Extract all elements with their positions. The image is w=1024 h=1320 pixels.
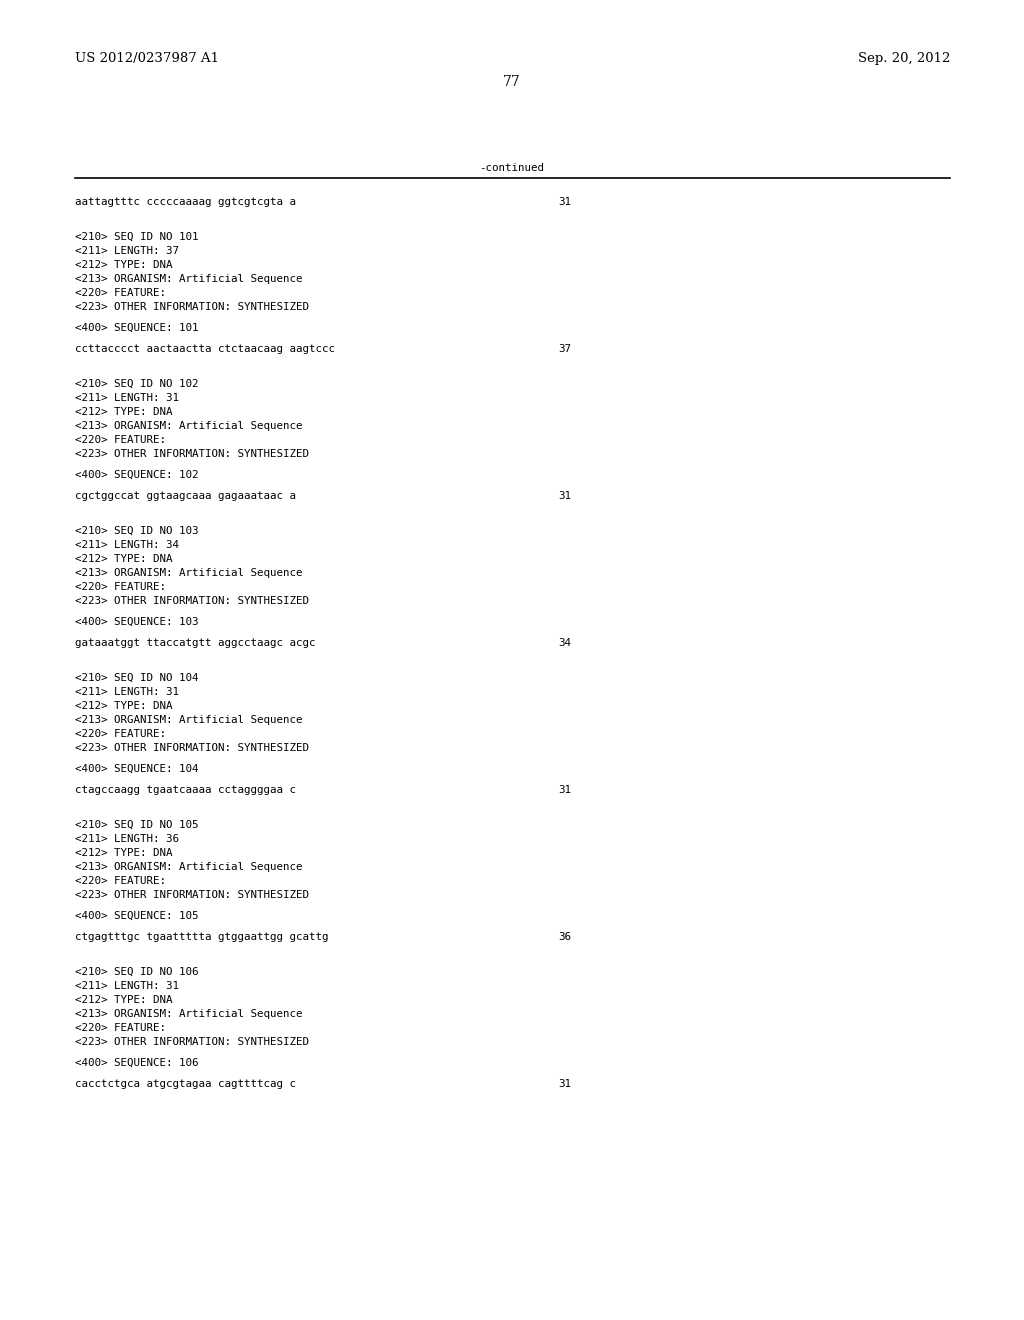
Text: <213> ORGANISM: Artificial Sequence: <213> ORGANISM: Artificial Sequence xyxy=(75,421,302,432)
Text: 31: 31 xyxy=(558,1078,571,1089)
Text: 36: 36 xyxy=(558,932,571,942)
Text: 37: 37 xyxy=(558,345,571,354)
Text: <211> LENGTH: 31: <211> LENGTH: 31 xyxy=(75,393,179,403)
Text: -continued: -continued xyxy=(479,162,545,173)
Text: <211> LENGTH: 36: <211> LENGTH: 36 xyxy=(75,834,179,843)
Text: ctgagtttgc tgaattttta gtggaattgg gcattg: ctgagtttgc tgaattttta gtggaattgg gcattg xyxy=(75,932,329,942)
Text: 31: 31 xyxy=(558,197,571,207)
Text: <400> SEQUENCE: 106: <400> SEQUENCE: 106 xyxy=(75,1059,199,1068)
Text: <220> FEATURE:: <220> FEATURE: xyxy=(75,582,166,591)
Text: <213> ORGANISM: Artificial Sequence: <213> ORGANISM: Artificial Sequence xyxy=(75,1008,302,1019)
Text: ccttacccct aactaactta ctctaacaag aagtccc: ccttacccct aactaactta ctctaacaag aagtccc xyxy=(75,345,335,354)
Text: <220> FEATURE:: <220> FEATURE: xyxy=(75,876,166,886)
Text: <211> LENGTH: 31: <211> LENGTH: 31 xyxy=(75,981,179,991)
Text: cacctctgca atgcgtagaa cagttttcag c: cacctctgca atgcgtagaa cagttttcag c xyxy=(75,1078,296,1089)
Text: <400> SEQUENCE: 104: <400> SEQUENCE: 104 xyxy=(75,764,199,774)
Text: <212> TYPE: DNA: <212> TYPE: DNA xyxy=(75,260,172,271)
Text: cgctggccat ggtaagcaaa gagaaataac a: cgctggccat ggtaagcaaa gagaaataac a xyxy=(75,491,296,502)
Text: gataaatggt ttaccatgtt aggcctaagc acgc: gataaatggt ttaccatgtt aggcctaagc acgc xyxy=(75,638,315,648)
Text: <210> SEQ ID NO 106: <210> SEQ ID NO 106 xyxy=(75,968,199,977)
Text: <212> TYPE: DNA: <212> TYPE: DNA xyxy=(75,701,172,711)
Text: <213> ORGANISM: Artificial Sequence: <213> ORGANISM: Artificial Sequence xyxy=(75,568,302,578)
Text: <212> TYPE: DNA: <212> TYPE: DNA xyxy=(75,847,172,858)
Text: 31: 31 xyxy=(558,785,571,795)
Text: <223> OTHER INFORMATION: SYNTHESIZED: <223> OTHER INFORMATION: SYNTHESIZED xyxy=(75,743,309,752)
Text: <220> FEATURE:: <220> FEATURE: xyxy=(75,436,166,445)
Text: <211> LENGTH: 31: <211> LENGTH: 31 xyxy=(75,686,179,697)
Text: <212> TYPE: DNA: <212> TYPE: DNA xyxy=(75,554,172,564)
Text: <211> LENGTH: 37: <211> LENGTH: 37 xyxy=(75,246,179,256)
Text: US 2012/0237987 A1: US 2012/0237987 A1 xyxy=(75,51,219,65)
Text: <212> TYPE: DNA: <212> TYPE: DNA xyxy=(75,995,172,1005)
Text: 34: 34 xyxy=(558,638,571,648)
Text: <223> OTHER INFORMATION: SYNTHESIZED: <223> OTHER INFORMATION: SYNTHESIZED xyxy=(75,1038,309,1047)
Text: <210> SEQ ID NO 105: <210> SEQ ID NO 105 xyxy=(75,820,199,830)
Text: <210> SEQ ID NO 103: <210> SEQ ID NO 103 xyxy=(75,525,199,536)
Text: <213> ORGANISM: Artificial Sequence: <213> ORGANISM: Artificial Sequence xyxy=(75,862,302,873)
Text: <400> SEQUENCE: 101: <400> SEQUENCE: 101 xyxy=(75,323,199,333)
Text: <211> LENGTH: 34: <211> LENGTH: 34 xyxy=(75,540,179,550)
Text: <223> OTHER INFORMATION: SYNTHESIZED: <223> OTHER INFORMATION: SYNTHESIZED xyxy=(75,890,309,900)
Text: <223> OTHER INFORMATION: SYNTHESIZED: <223> OTHER INFORMATION: SYNTHESIZED xyxy=(75,302,309,312)
Text: <400> SEQUENCE: 105: <400> SEQUENCE: 105 xyxy=(75,911,199,921)
Text: <210> SEQ ID NO 101: <210> SEQ ID NO 101 xyxy=(75,232,199,242)
Text: <210> SEQ ID NO 104: <210> SEQ ID NO 104 xyxy=(75,673,199,682)
Text: <213> ORGANISM: Artificial Sequence: <213> ORGANISM: Artificial Sequence xyxy=(75,715,302,725)
Text: <220> FEATURE:: <220> FEATURE: xyxy=(75,1023,166,1034)
Text: Sep. 20, 2012: Sep. 20, 2012 xyxy=(858,51,950,65)
Text: ctagccaagg tgaatcaaaa cctaggggaa c: ctagccaagg tgaatcaaaa cctaggggaa c xyxy=(75,785,296,795)
Text: <400> SEQUENCE: 103: <400> SEQUENCE: 103 xyxy=(75,616,199,627)
Text: <210> SEQ ID NO 102: <210> SEQ ID NO 102 xyxy=(75,379,199,389)
Text: <212> TYPE: DNA: <212> TYPE: DNA xyxy=(75,407,172,417)
Text: <213> ORGANISM: Artificial Sequence: <213> ORGANISM: Artificial Sequence xyxy=(75,275,302,284)
Text: <400> SEQUENCE: 102: <400> SEQUENCE: 102 xyxy=(75,470,199,480)
Text: aattagtttc cccccaaaag ggtcgtcgta a: aattagtttc cccccaaaag ggtcgtcgta a xyxy=(75,197,296,207)
Text: 31: 31 xyxy=(558,491,571,502)
Text: 77: 77 xyxy=(503,75,521,88)
Text: <223> OTHER INFORMATION: SYNTHESIZED: <223> OTHER INFORMATION: SYNTHESIZED xyxy=(75,449,309,459)
Text: <220> FEATURE:: <220> FEATURE: xyxy=(75,729,166,739)
Text: <220> FEATURE:: <220> FEATURE: xyxy=(75,288,166,298)
Text: <223> OTHER INFORMATION: SYNTHESIZED: <223> OTHER INFORMATION: SYNTHESIZED xyxy=(75,597,309,606)
